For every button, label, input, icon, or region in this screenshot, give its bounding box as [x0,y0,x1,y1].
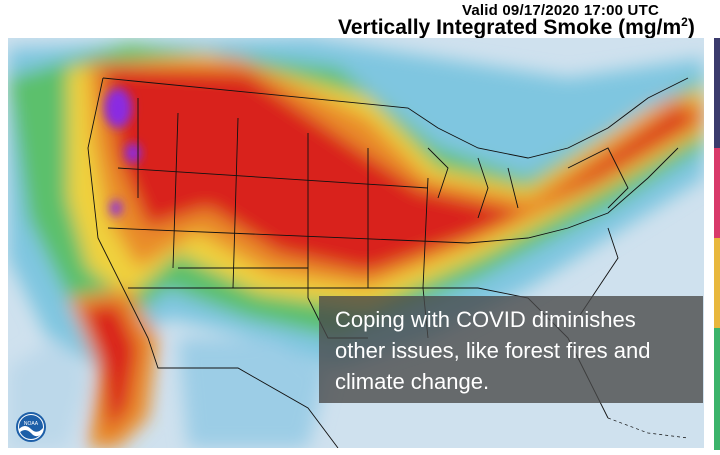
smoke-map-graphic [8,38,704,448]
caption-text: Coping with COVID diminishes other issue… [335,307,651,394]
caption-box: Coping with COVID diminishes other issue… [319,296,703,403]
edge-strip-graphic [714,38,720,450]
noaa-logo-text: NOAA [24,421,39,427]
coastline [607,417,689,439]
noaa-logo-graphic: NOAA [19,415,43,439]
map-title-superscript: 2 [681,15,688,29]
map-title-text: Vertically Integrated Smoke (mg/m [338,16,682,39]
noaa-logo-icon: NOAA [16,412,46,442]
map-title-close: ) [687,16,695,39]
map-title: Vertically Integrated Smoke (mg/m2) [338,15,695,40]
smoke-layer-core [104,88,141,216]
smoke-layer-outer [8,38,704,448]
valid-time-label: Valid 09/17/2020 17:00 UTC [462,2,659,19]
edge-color-strip [714,38,720,450]
